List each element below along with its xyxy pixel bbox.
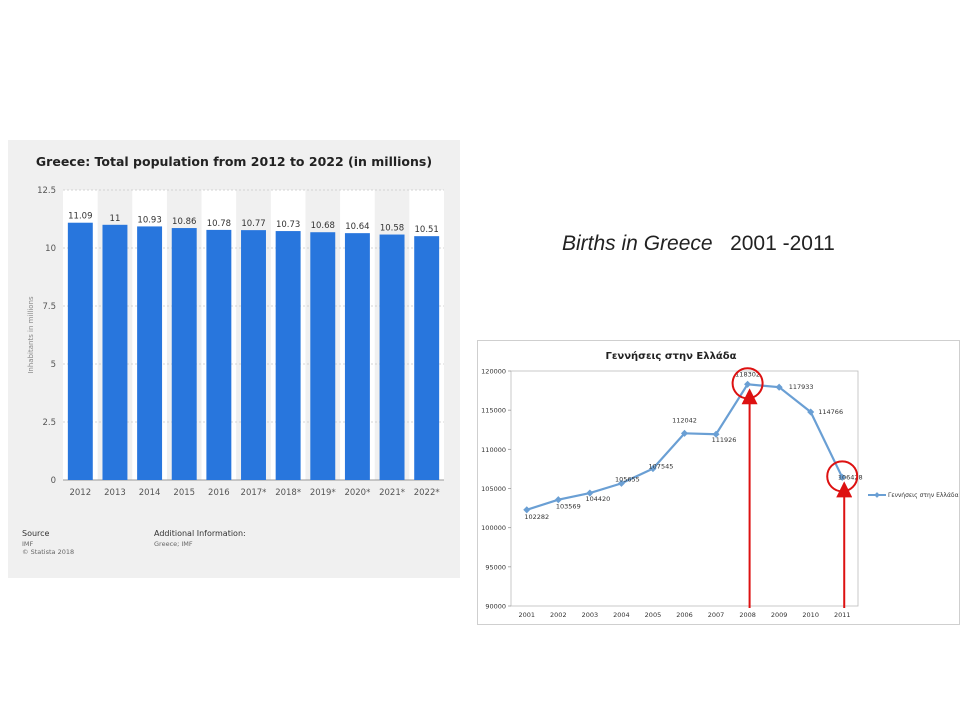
point-label: 114766 xyxy=(818,408,843,416)
legend-label: Γεννήσεις στην Ελλάδα xyxy=(888,492,959,499)
line-chart-title: Γεννήσεις στην Ελλάδα xyxy=(605,350,736,362)
y-tick-label: 7.5 xyxy=(42,302,56,312)
bar xyxy=(102,224,128,480)
y-tick-label: 115000 xyxy=(481,407,506,415)
y-tick-label: 105000 xyxy=(481,485,506,493)
bar xyxy=(206,229,232,480)
bar xyxy=(275,231,301,480)
bar xyxy=(137,226,163,480)
x-tick-label: 2006 xyxy=(676,611,693,619)
x-tick-label: 2022* xyxy=(414,488,440,498)
bar-data-label: 10.64 xyxy=(345,222,369,232)
y-tick-label: 10 xyxy=(45,244,56,254)
y-tick-label: 110000 xyxy=(481,446,506,454)
y-axis-label: Inhabitants in millions xyxy=(27,296,35,374)
y-tick-label: 120000 xyxy=(481,368,506,376)
x-tick-label: 2014 xyxy=(139,488,161,498)
additional-info-text: Greece; IMF xyxy=(154,540,193,548)
point-label: 107545 xyxy=(649,463,674,471)
births-heading: Births in Greece 2001 -2011 xyxy=(562,232,835,256)
data-point xyxy=(807,408,815,416)
bar xyxy=(344,233,370,480)
x-tick-label: 2002 xyxy=(550,611,567,619)
y-tick-label: 5 xyxy=(51,360,56,370)
x-tick-label: 2019* xyxy=(310,488,336,498)
x-tick-label: 2013 xyxy=(104,488,126,498)
data-point xyxy=(554,496,562,504)
x-tick-label: 2018* xyxy=(275,488,301,498)
bar xyxy=(171,228,197,480)
legend-marker xyxy=(874,492,880,498)
y-tick-label: 2.5 xyxy=(42,418,56,428)
x-tick-label: 2017* xyxy=(241,488,267,498)
bar xyxy=(241,230,266,480)
bar-chart-title: Greece: Total population from 2012 to 20… xyxy=(35,154,433,169)
bar-data-label: 10.73 xyxy=(276,220,300,230)
point-label: 117933 xyxy=(789,383,814,391)
bar-data-label: 10.51 xyxy=(415,225,439,235)
x-tick-label: 2008 xyxy=(739,611,756,619)
x-tick-label: 2003 xyxy=(582,611,599,619)
data-point xyxy=(586,489,594,497)
y-tick-label: 95000 xyxy=(485,563,506,571)
x-tick-label: 2015 xyxy=(173,488,195,498)
y-tick-label: 12.5 xyxy=(37,186,56,196)
bar-data-label: 10.86 xyxy=(172,217,196,227)
x-tick-label: 2020* xyxy=(344,488,370,498)
source-label: Source xyxy=(22,529,50,538)
data-point xyxy=(680,429,689,437)
births-line-chart: Γεννήσεις στην Ελλάδα 90000 95000 100000 105… xyxy=(481,350,959,619)
point-label: 102282 xyxy=(524,513,549,521)
bar-data-label: 11 xyxy=(110,214,121,224)
bar xyxy=(414,236,440,480)
population-bar-chart: 0 2.5 5 7.5 10 12.5 Inhabitants in millions 11.… xyxy=(27,186,444,498)
bar-data-label: 11.09 xyxy=(68,212,92,222)
point-label: 105655 xyxy=(615,475,640,483)
bar-data-label: 10.68 xyxy=(311,221,335,231)
y-tick-label: 0 xyxy=(51,476,56,486)
point-label: 111926 xyxy=(712,436,737,444)
x-tick-label: 2001 xyxy=(518,611,535,619)
x-tick-label: 2005 xyxy=(645,611,662,619)
point-label: 106428 xyxy=(838,473,863,481)
bar-data-label: 10.77 xyxy=(241,219,265,229)
y-tick-label: 90000 xyxy=(485,603,506,611)
births-line-chart-panel: Γεννήσεις στην Ελλάδα 90000 95000 100000 105… xyxy=(477,340,960,625)
plot-area-frame xyxy=(510,370,859,607)
data-point xyxy=(775,383,783,391)
point-label: 112042 xyxy=(672,416,697,424)
x-tick-label: 2009 xyxy=(771,611,788,619)
births-heading-years: 2001 -2011 xyxy=(730,232,835,255)
point-label: 118302 xyxy=(735,370,760,378)
population-bar-chart-panel: 0 2.5 5 7.5 10 12.5 Inhabitants in millions 11.… xyxy=(8,140,460,578)
copyright-text: © Statista 2018 xyxy=(22,548,75,556)
x-tick-label: 2016 xyxy=(208,488,230,498)
bar xyxy=(310,232,336,480)
x-tick-label: 2007 xyxy=(708,611,725,619)
x-tick-label: 2011 xyxy=(834,611,851,619)
bar-data-label: 10.58 xyxy=(380,224,404,234)
bar xyxy=(379,234,405,480)
x-tick-label: 2012 xyxy=(69,488,91,498)
bar-data-label: 10.93 xyxy=(137,215,161,225)
additional-info-label: Additional Information: xyxy=(154,529,246,538)
x-tick-label: 2010 xyxy=(802,611,819,619)
source-value: IMF xyxy=(22,540,34,548)
point-label: 104420 xyxy=(585,495,610,503)
y-tick-label: 100000 xyxy=(481,524,506,532)
x-tick-label: 2004 xyxy=(613,611,630,619)
births-heading-italic: Births in Greece xyxy=(562,232,713,255)
bar-data-label: 10.78 xyxy=(207,219,231,229)
series-line xyxy=(526,383,844,511)
x-tick-label: 2021* xyxy=(379,488,405,498)
point-label: 103569 xyxy=(556,503,581,511)
bar xyxy=(67,222,93,480)
